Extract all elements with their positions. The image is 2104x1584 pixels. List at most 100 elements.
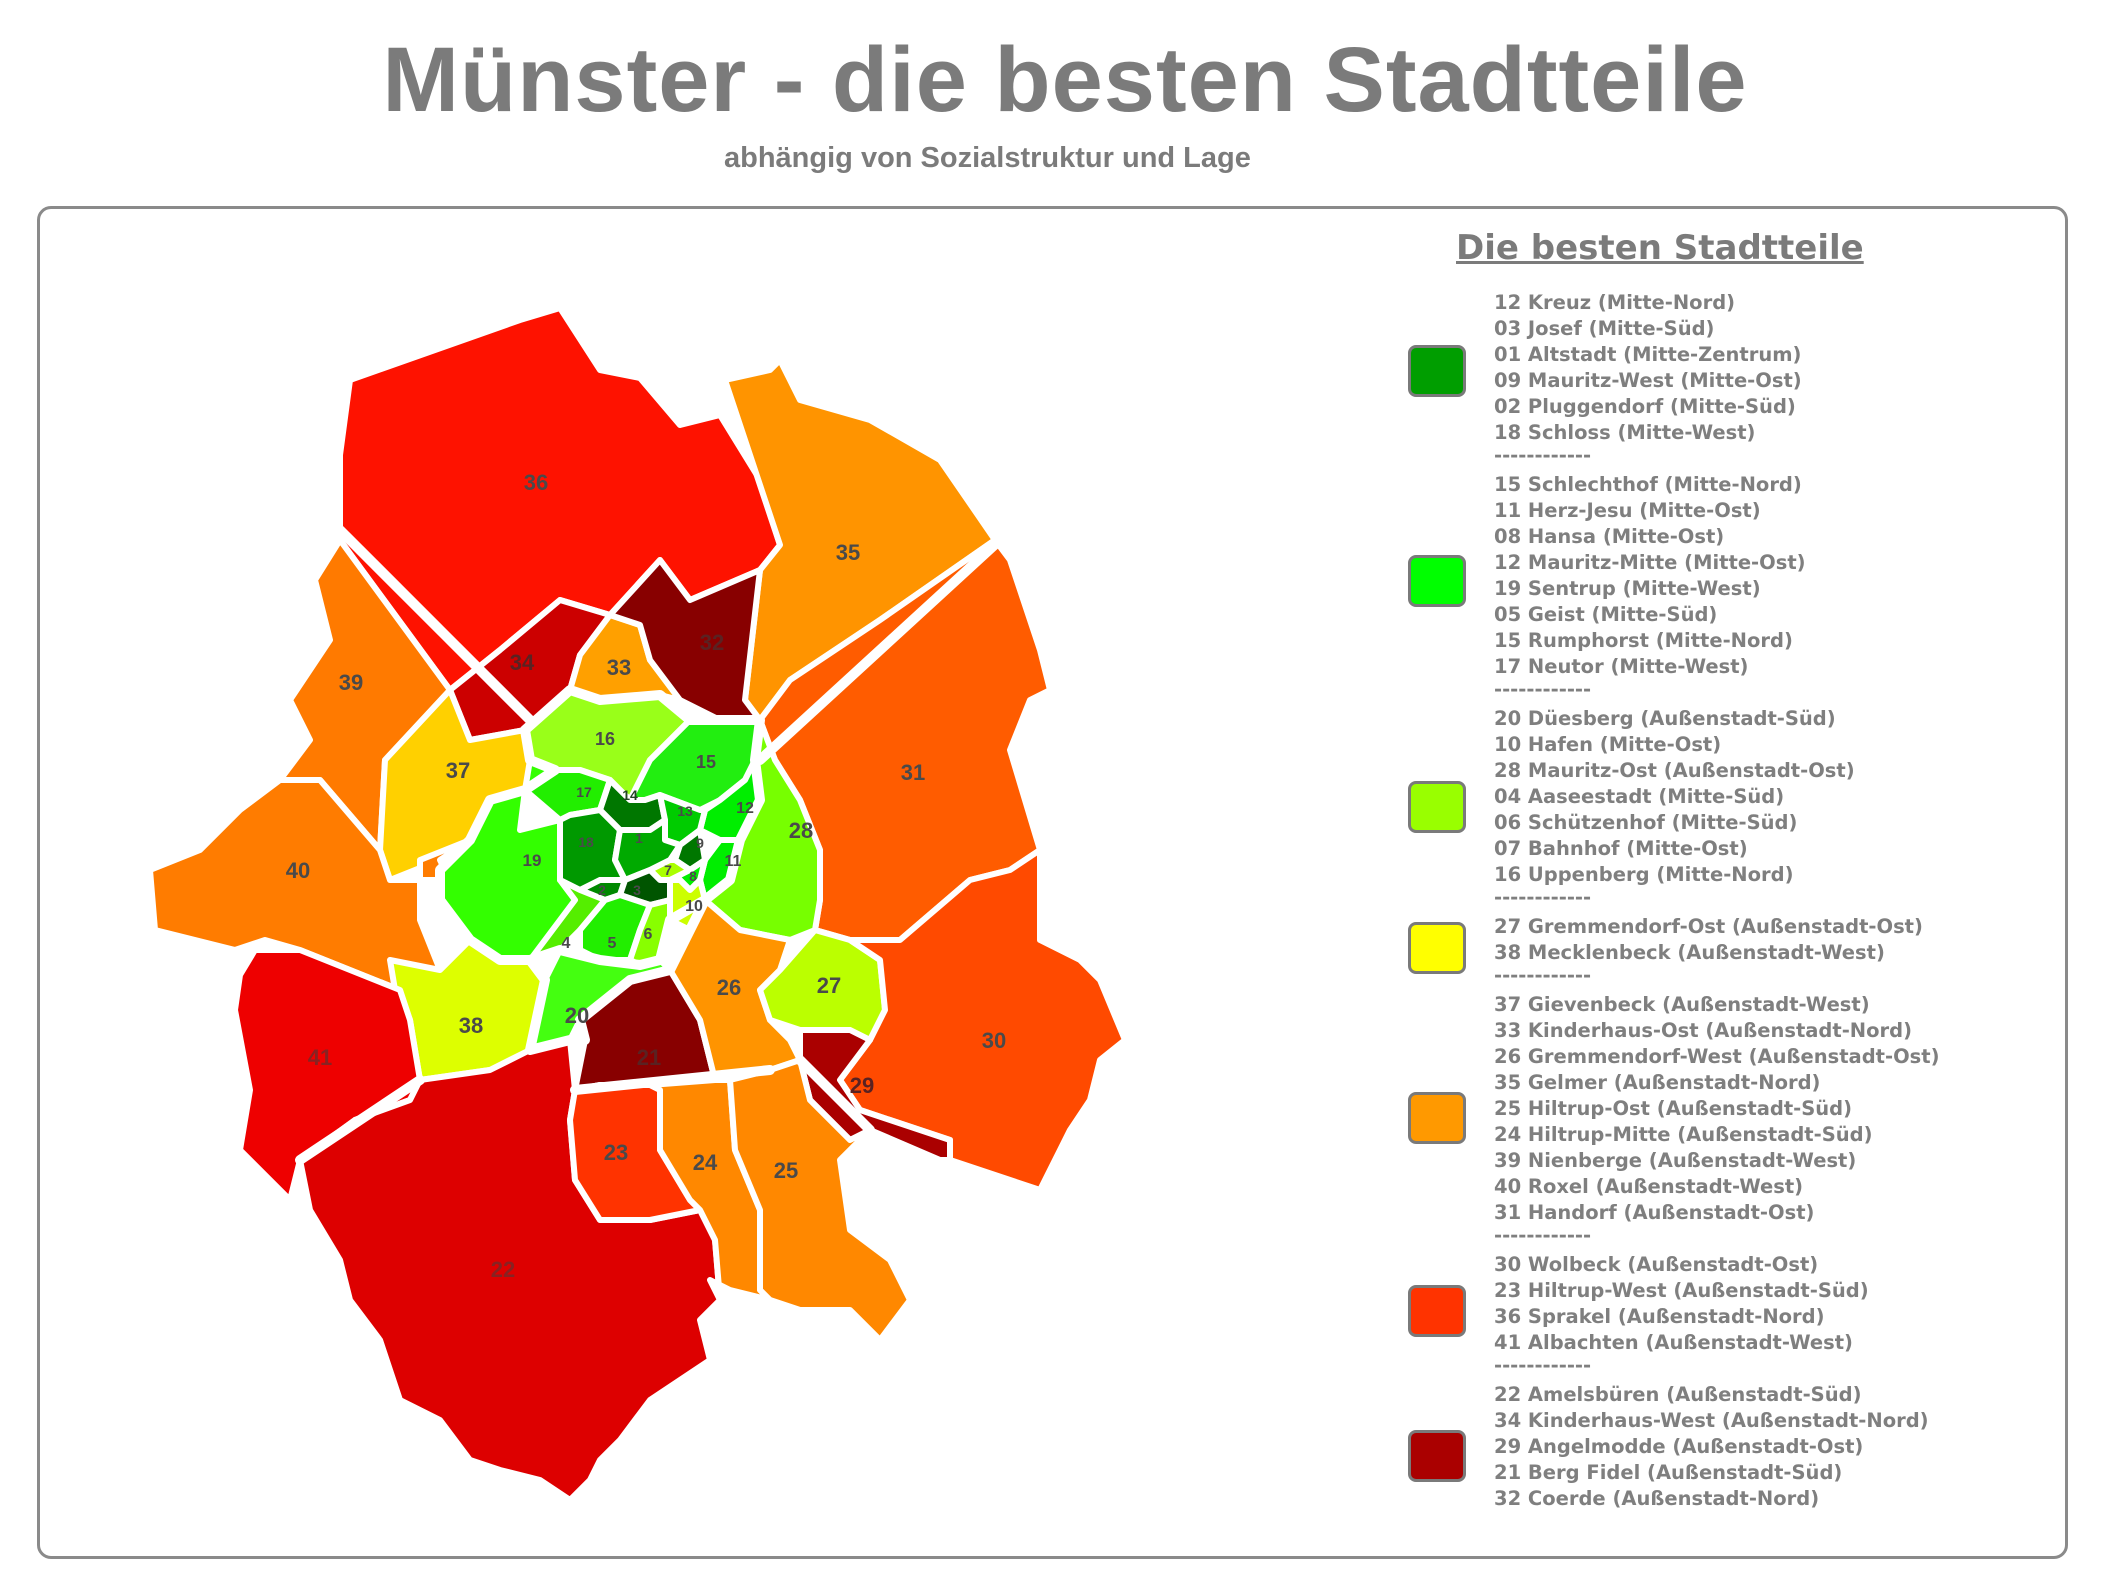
district-label-4: 4 [562,935,571,952]
legend-entry: 05 Geist (Mitte-Süd) [1494,603,1718,626]
outer-border [525,895,710,1055]
legend-separator: ------------ [1494,964,1592,987]
legend-swatch-7 [1408,1430,1466,1482]
legend-entry: 37 Gievenbeck (Außenstadt-West) [1494,993,1870,1016]
district-label-29: 29 [850,1073,874,1098]
district-label-30: 30 [982,1028,1006,1053]
legend-entry: 10 Hafen (Mitte-Ost) [1494,733,1722,756]
legend-entry: 26 Gremmendorf-West (Außenstadt-Ost) [1494,1045,1940,1068]
legend-swatch-5 [1408,1092,1466,1144]
legend-separator: ------------ [1494,1224,1592,1247]
district-label-12: 12 [736,800,754,817]
city-core-border [435,685,765,970]
district-label-38: 38 [459,1013,483,1038]
legend-swatch-6 [1408,1285,1466,1337]
district-label-36: 36 [524,470,548,495]
legend-entry: 32 Coerde (Außenstadt-Nord) [1494,1487,1820,1510]
map-title: Münster - die besten Stadtteile [382,29,1748,131]
legend-entry: 22 Amelsbüren (Außenstadt-Süd) [1494,1383,1862,1406]
legend-entry: 08 Hansa (Mitte-Ost) [1494,525,1725,548]
legend-entry: 09 Mauritz-West (Mitte-Ost) [1494,369,1802,392]
legend-entry: 15 Rumphorst (Mitte-Nord) [1494,629,1793,652]
district-label-21: 21 [637,1045,661,1070]
legend-entry: 07 Bahnhof (Mitte-Ost) [1494,837,1748,860]
legend-entry: 34 Kinderhaus-West (Außenstadt-Nord) [1494,1409,1929,1432]
legend-entry: 41 Albachten (Außenstadt-West) [1494,1331,1853,1354]
legend-swatch-4 [1408,922,1466,974]
legend-entry: 35 Gelmer (Außenstadt-Nord) [1494,1071,1821,1094]
legend-entry: 20 Düesberg (Außenstadt-Süd) [1494,707,1836,730]
district-label-1: 1 [635,830,643,846]
legend-entry: 29 Angelmodde (Außenstadt-Ost) [1494,1435,1864,1458]
district-label-7: 7 [664,862,672,878]
radial-road-se [795,1055,875,1135]
legend-entry: 06 Schützenhof (Mitte-Süd) [1494,811,1798,834]
legend-entry: 40 Roxel (Außenstadt-West) [1494,1175,1804,1198]
district-label-6: 6 [644,926,653,943]
legend-entry: 12 Kreuz (Mitte-Nord) [1494,291,1736,314]
district-label-17: 17 [576,784,592,800]
district-label-2: 2 [598,882,606,898]
legend-entry: 24 Hiltrup-Mitte (Außenstadt-Süd) [1494,1123,1873,1146]
district-label-19: 19 [523,851,542,870]
legend-separator: ------------ [1494,1354,1592,1377]
radial-road-nw [335,525,535,725]
legend-entry: 18 Schloss (Mitte-West) [1494,421,1756,444]
legend-entry: 25 Hiltrup-Ost (Außenstadt-Süd) [1494,1097,1853,1120]
district-label-8: 8 [689,868,697,884]
district-label-32: 32 [700,630,724,655]
map-subtitle: abhängig von Sozialstruktur und Lage [724,142,1251,174]
district-label-14: 14 [622,787,638,803]
district-label-25: 25 [774,1158,798,1183]
district-label-9: 9 [696,835,704,851]
legend-entry: 31 Handorf (Außenstadt-Ost) [1494,1201,1815,1224]
legend-entry: 01 Altstadt (Mitte-Zentrum) [1494,343,1802,366]
legend-entry: 03 Josef (Mitte-Süd) [1494,317,1715,340]
legend-entry: 23 Hiltrup-West (Außenstadt-Süd) [1494,1279,1869,1302]
legend-entry: 11 Herz-Jesu (Mitte-Ost) [1494,499,1761,522]
district-label-37: 37 [446,758,470,783]
district-label-15: 15 [696,752,716,772]
district-label-27: 27 [817,973,841,998]
district-label-11: 11 [725,853,742,870]
legend-entry: 12 Mauritz-Mitte (Mitte-Ost) [1494,551,1806,574]
district-label-20: 20 [565,1003,589,1028]
district-25[interactable] [727,1057,913,1343]
legend-entry: 33 Kinderhaus-Ost (Außenstadt-Nord) [1494,1019,1913,1042]
legend-swatch-2 [1408,555,1466,607]
legend-entry: 38 Mecklenbeck (Außenstadt-West) [1494,941,1885,964]
district-label-41: 41 [308,1045,332,1070]
legend-entry: 02 Pluggendorf (Mitte-Süd) [1494,395,1796,418]
district-label-13: 13 [677,803,693,819]
district-label-31: 31 [901,760,925,785]
legend-entry: 27 Gremmendorf-Ost (Außenstadt-Ost) [1494,915,1923,938]
legend-separator: ------------ [1494,678,1592,701]
legend-entry: 28 Mauritz-Ost (Außenstadt-Ost) [1494,759,1855,782]
district-label-22: 22 [491,1257,515,1282]
legend-entry: 15 Schlechthof (Mitte-Nord) [1494,473,1802,496]
legend-swatch-3 [1408,781,1466,833]
district-label-16: 16 [595,729,615,749]
district-label-5: 5 [608,935,617,952]
legend-entry: 19 Sentrup (Mitte-West) [1494,577,1761,600]
district-label-10: 10 [685,898,703,915]
district-label-34: 34 [510,650,535,675]
district-label-33: 33 [607,655,631,680]
legend-entry: 16 Uppenberg (Mitte-Nord) [1494,863,1794,886]
radial-road-s [570,1065,775,1095]
district-label-18: 18 [578,834,594,850]
legend-title: Die besten Stadtteile [1456,228,1864,268]
district-label-39: 39 [339,670,363,695]
legend-separator: ------------ [1494,444,1592,467]
district-label-35: 35 [836,540,860,565]
district-label-24: 24 [693,1150,718,1175]
legend-entry: 30 Wolbeck (Außenstadt-Ost) [1494,1253,1819,1276]
legend-entry: 39 Nienberge (Außenstadt-West) [1494,1149,1857,1172]
legend-entry: 21 Berg Fidel (Außenstadt-Süd) [1494,1461,1843,1484]
district-label-40: 40 [286,858,310,883]
district-label-3: 3 [633,882,641,898]
district-label-23: 23 [604,1140,628,1165]
legend-swatch-1 [1408,345,1466,397]
radial-road-ne [755,535,1005,765]
